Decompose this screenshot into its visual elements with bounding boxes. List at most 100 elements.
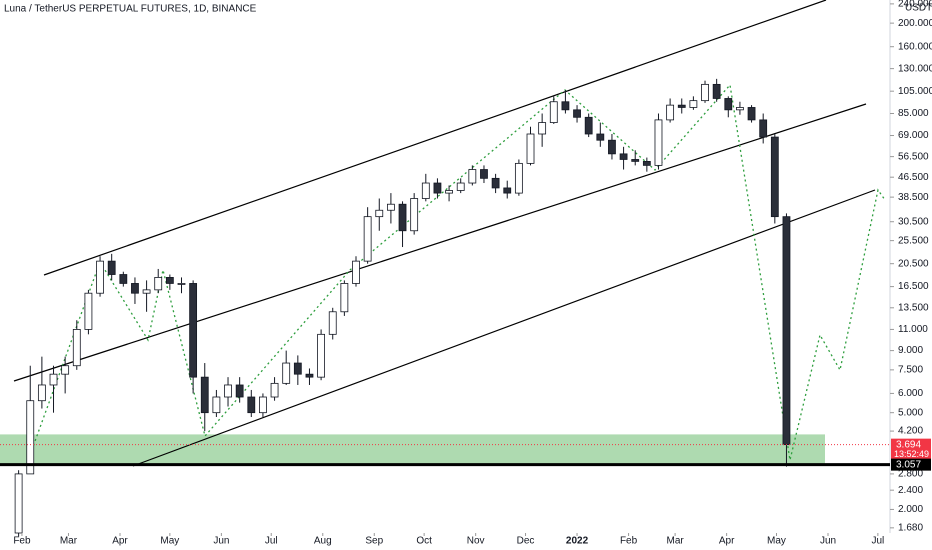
candle-body <box>352 260 360 284</box>
y-tick-label: 2.000 <box>898 504 923 515</box>
candle-body <box>445 190 453 194</box>
y-tick-label: 130.000 <box>898 63 932 74</box>
candle-body <box>701 83 709 102</box>
y-tick-label: 2.400 <box>898 485 923 496</box>
y-tick-label: 5.000 <box>898 407 923 418</box>
candle-body <box>14 473 23 534</box>
candle-body <box>747 107 756 121</box>
y-tick-label: 240.000 <box>898 0 932 10</box>
projection-path <box>29 83 886 461</box>
candle-body <box>131 283 139 294</box>
x-tick-label: Nov <box>467 536 485 547</box>
y-tick-label: 85.000 <box>898 108 929 119</box>
x-tick-label: Sep <box>365 536 383 547</box>
drawings <box>13 0 886 467</box>
y-tick-label: 6.000 <box>898 388 923 399</box>
candle-body <box>619 153 628 160</box>
candle-body <box>340 283 349 313</box>
x-tick-label: Jun <box>213 536 229 547</box>
y-tick-label: 9.000 <box>898 345 923 356</box>
candle-body <box>165 277 174 284</box>
candle-body <box>514 162 523 194</box>
candle-body <box>724 98 733 111</box>
candle-body <box>654 119 663 166</box>
candle-body <box>387 203 395 211</box>
y-tick-label: 1.680 <box>898 522 923 533</box>
candle-body <box>480 169 488 179</box>
y-tick-label: 56.500 <box>898 151 929 162</box>
candle-body <box>584 116 593 135</box>
candle-body <box>49 373 58 386</box>
y-tick-label: 25.500 <box>898 235 929 246</box>
candle-body <box>293 362 302 375</box>
candle-body <box>224 384 232 398</box>
candle-body <box>596 133 605 141</box>
candle-body <box>154 277 163 291</box>
x-tick-label: May <box>160 536 179 547</box>
price-timer: 13:52:49 <box>894 449 929 459</box>
candle-body <box>72 329 81 367</box>
candle-body <box>200 376 209 414</box>
x-tick-label: Oct <box>416 536 432 547</box>
y-tick-label: 69.000 <box>898 130 929 141</box>
candle-body <box>328 311 337 335</box>
candle-body <box>282 362 291 384</box>
x-tick-label: Aug <box>314 536 332 547</box>
y-tick-label: 2.800 <box>898 469 923 480</box>
x-tick-label: Mar <box>666 536 684 547</box>
y-tick-label: 46.500 <box>898 172 929 183</box>
candle-body <box>666 104 675 121</box>
price-label: 3.694 <box>896 439 921 450</box>
candle-body <box>189 283 198 378</box>
candle-body <box>96 260 104 294</box>
x-tick-label: Jul <box>265 536 278 547</box>
channel-line <box>132 189 876 467</box>
candle-body <box>235 384 244 398</box>
candle-body <box>736 107 744 111</box>
candle-body <box>561 101 570 111</box>
candle-body <box>305 373 314 378</box>
candle-body <box>212 396 221 414</box>
candle-body <box>759 119 768 138</box>
candle-body <box>259 396 267 414</box>
candle-body <box>689 100 698 108</box>
price-label-box <box>891 438 931 461</box>
candle-body <box>317 333 325 378</box>
candle-body <box>363 216 372 262</box>
x-tick-label: 2022 <box>566 536 589 547</box>
candle-body <box>770 136 779 218</box>
y-tick-label: 13.500 <box>898 302 929 313</box>
candle-body <box>549 101 558 123</box>
candle-body <box>677 104 686 108</box>
candle-body <box>119 274 128 284</box>
candle-body <box>468 169 477 184</box>
candle-body <box>375 209 384 218</box>
candle-body <box>642 161 651 166</box>
y-tick-label: 16.500 <box>898 281 929 292</box>
candle-body <box>433 182 442 194</box>
zone-layer <box>0 434 825 465</box>
candle-body <box>177 283 186 285</box>
candle-body <box>270 382 279 398</box>
candle-body <box>107 260 116 275</box>
y-tick-label: 7.500 <box>898 365 923 376</box>
y-tick-label: 105.000 <box>898 86 932 97</box>
y-tick-label: 38.500 <box>898 192 929 203</box>
candle-body <box>782 216 791 446</box>
candle-body <box>247 396 256 414</box>
y-tick-label: 20.500 <box>898 258 929 269</box>
x-tick-label: Jul <box>871 536 884 547</box>
candle-body <box>398 203 407 232</box>
candle-body <box>631 159 640 162</box>
candle-body <box>61 365 70 375</box>
candle-body <box>526 133 535 164</box>
candle-body <box>538 122 547 135</box>
candles <box>14 78 791 537</box>
chart-title: Luna / TetherUS PERPETUAL FUTURES, 1D, B… <box>4 4 257 15</box>
y-tick-label: 160.000 <box>898 41 932 52</box>
candle-body <box>608 139 616 155</box>
x-tick-label: Feb <box>620 536 638 547</box>
y-tick-label: 200.000 <box>898 18 932 29</box>
candle-body <box>456 182 465 191</box>
